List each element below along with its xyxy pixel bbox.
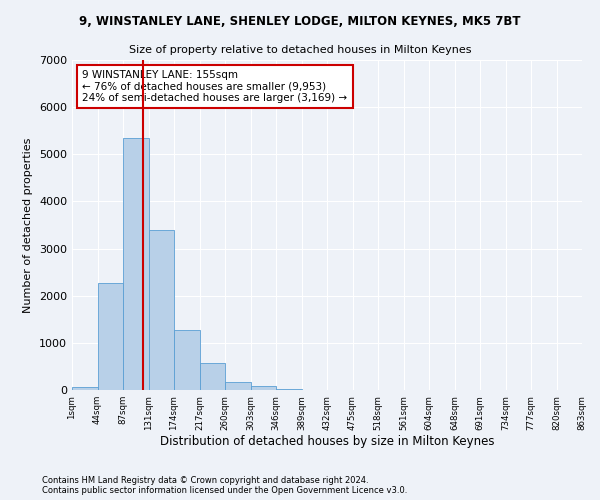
Bar	[174, 330, 199, 390]
Bar	[97, 283, 123, 390]
X-axis label: Distribution of detached houses by size in Milton Keynes: Distribution of detached houses by size …	[160, 436, 494, 448]
Bar	[276, 389, 302, 390]
Text: Contains HM Land Registry data © Crown copyright and database right 2024.
Contai: Contains HM Land Registry data © Crown c…	[42, 476, 407, 495]
Text: 9 WINSTANLEY LANE: 155sqm
← 76% of detached houses are smaller (9,953)
24% of se: 9 WINSTANLEY LANE: 155sqm ← 76% of detac…	[82, 70, 347, 103]
Bar	[225, 382, 251, 390]
Bar	[149, 230, 174, 390]
Text: Size of property relative to detached houses in Milton Keynes: Size of property relative to detached ho…	[129, 45, 471, 55]
Y-axis label: Number of detached properties: Number of detached properties	[23, 138, 34, 312]
Bar	[72, 386, 97, 390]
Bar	[199, 362, 225, 390]
Bar	[251, 386, 276, 390]
Text: 9, WINSTANLEY LANE, SHENLEY LODGE, MILTON KEYNES, MK5 7BT: 9, WINSTANLEY LANE, SHENLEY LODGE, MILTO…	[79, 15, 521, 28]
Bar	[123, 138, 149, 390]
